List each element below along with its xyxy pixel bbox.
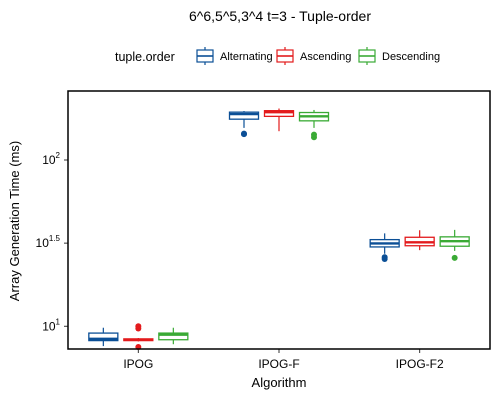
outlier-point — [311, 131, 317, 138]
legend-entry-ascending: Ascending — [276, 47, 351, 65]
plot-area: 101 101.5 102 IPOG IPOG-F IPOG-F2 — [36, 90, 491, 371]
box-descending-ipog — [158, 327, 189, 345]
legend-label: Alternating — [220, 51, 273, 63]
panel-border — [67, 90, 491, 350]
outlier-point — [135, 323, 142, 330]
box-alternating-ipog-f2 — [369, 233, 400, 262]
box-descending-ipog-f2 — [439, 229, 470, 261]
box-body — [88, 332, 119, 342]
legend-label: Ascending — [300, 51, 351, 63]
outlier-point — [451, 254, 458, 261]
y-tick-label: 101 — [42, 317, 60, 333]
x-axis-title: Algorithm — [252, 375, 307, 390]
box-alternating-ipog — [88, 327, 119, 347]
chart-title: 6^6,5^5,3^4 t=3 - Tuple-order — [189, 8, 371, 24]
box-body — [228, 111, 260, 120]
legend-label: Descending — [382, 51, 440, 63]
y-tick-label: 102 — [42, 151, 60, 167]
legend-title: tuple.order — [115, 50, 175, 64]
legend-entry-alternating: Alternating — [196, 47, 273, 65]
box-ascending-ipog-f2 — [404, 230, 435, 251]
y-tick-label: 101.5 — [36, 234, 61, 250]
legend-entry-descending: Descending — [358, 47, 440, 65]
box-body — [158, 332, 189, 341]
outlier-point — [241, 130, 247, 137]
box-body — [263, 110, 295, 118]
box-ascending-ipog-f — [263, 108, 295, 132]
legend-key-ascending — [276, 47, 294, 65]
box-descending-ipog-f — [298, 109, 330, 141]
y-axis-title: Array Generation Time (ms) — [7, 141, 22, 301]
legend-key-descending — [358, 47, 376, 65]
box-ascending-ipog — [123, 323, 154, 351]
legend: tuple.order Alternating Ascending Descendi… — [115, 47, 440, 65]
legend-key-alternating — [196, 47, 214, 65]
outlier-point — [381, 254, 388, 261]
x-tick-label: IPOG — [123, 357, 153, 371]
box-alternating-ipog-f — [228, 111, 260, 138]
x-tick-label: IPOG-F — [258, 357, 299, 371]
x-tick-label: IPOG-F2 — [396, 357, 444, 371]
